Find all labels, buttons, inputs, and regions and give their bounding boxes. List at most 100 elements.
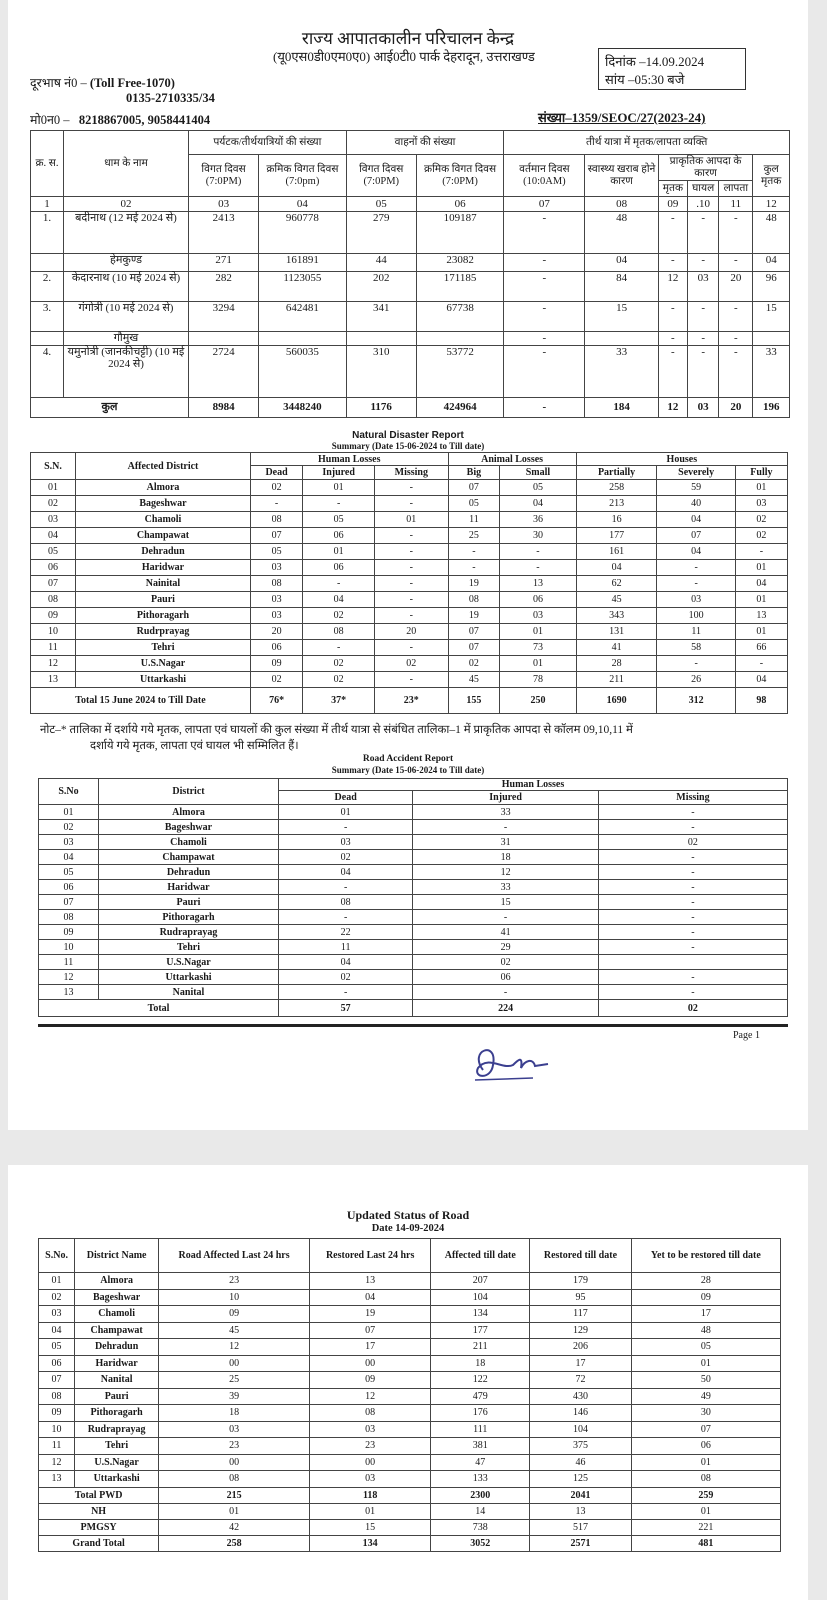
cell-value: 02 xyxy=(249,671,304,688)
cell-value: 08 xyxy=(277,894,414,910)
total-value: 424964 xyxy=(415,397,505,418)
total-value: 8984 xyxy=(187,397,260,418)
cell-value: - xyxy=(374,639,449,656)
district-name: Uttarkashi xyxy=(98,969,279,985)
column-header: District Name xyxy=(74,1238,160,1273)
dham-name: गौमुख xyxy=(63,331,189,346)
cell-value: 00 xyxy=(158,1354,310,1372)
cell-value: 58 xyxy=(656,639,736,656)
cell-value: 23 xyxy=(308,1437,432,1455)
cell-value: - xyxy=(503,211,586,254)
cell-value: - xyxy=(374,671,449,688)
col-total-dead: कुल मृतक xyxy=(752,154,790,197)
cell-value: 19 xyxy=(447,607,501,624)
col-missing: Missing xyxy=(597,790,789,805)
district-name: Chamoli xyxy=(74,1305,160,1323)
district-name: Pithoragarh xyxy=(74,1404,160,1422)
row-number: 08 xyxy=(38,909,99,925)
district-name: Pithoragarh xyxy=(98,909,279,925)
col-vehicles-cum: क्रमिक विगत दिवस (7:0PM) xyxy=(415,154,505,197)
cell-value: - xyxy=(656,575,736,592)
cell-value: 02 xyxy=(277,969,414,985)
cell-value: - xyxy=(597,849,789,865)
row-number: 10 xyxy=(38,939,99,955)
cell-value: 06 xyxy=(630,1437,782,1455)
district-row: 11 Tehri 23 23 381 375 06 xyxy=(37,1437,782,1455)
cell-value: - xyxy=(597,969,789,985)
total-value: 3448240 xyxy=(258,397,347,418)
cell-value: 211 xyxy=(430,1338,531,1356)
cell-value: 03 xyxy=(308,1420,432,1438)
cell-value: 01 xyxy=(734,591,789,608)
summary-value: 738 xyxy=(430,1518,531,1536)
district-name: Chamoli xyxy=(75,511,251,528)
cell-value: 282 xyxy=(187,271,260,302)
col-sn: S.No xyxy=(38,778,99,805)
cell-value: - xyxy=(718,301,754,332)
cell-value: 08 xyxy=(249,511,304,528)
district-name: Bageshwar xyxy=(98,819,279,835)
district-row: 12 U.S.Nagar 00 00 47 46 01 xyxy=(37,1453,782,1471)
total-value: 250 xyxy=(499,687,577,714)
district-row: 05 Dehradun 12 17 211 206 05 xyxy=(37,1338,782,1356)
summary-value: 517 xyxy=(529,1518,632,1536)
district-row: 08 Pauri 03 04-08 06 45 03 01 xyxy=(30,591,789,608)
col-human-losses: Human Losses xyxy=(278,778,788,791)
cell-value: 03 xyxy=(249,559,304,576)
row-number xyxy=(30,253,64,272)
cell-value: 06 xyxy=(302,559,376,576)
col-fully: Fully xyxy=(734,465,789,480)
column-header: Restored Last 24 hrs xyxy=(308,1238,432,1273)
cell-value: 50 xyxy=(630,1371,782,1389)
cell-value: - xyxy=(597,894,789,910)
col-injured: Injured xyxy=(412,790,599,805)
cell-value: 13 xyxy=(734,607,789,624)
total-value: 02 xyxy=(597,999,789,1017)
cell-value: 381 xyxy=(430,1437,531,1455)
row-number: 10 xyxy=(37,1420,76,1438)
summary-value: 259 xyxy=(630,1486,782,1504)
cell-value: 04 xyxy=(734,575,789,592)
cell-value: - xyxy=(503,345,586,398)
cell-value: - xyxy=(597,864,789,880)
cell-value: 05 xyxy=(630,1338,782,1356)
cell-value: 04 xyxy=(277,954,414,970)
district-row: 09 Pithoragarh 03 02-19 03 343 100 13 xyxy=(30,607,789,624)
district-row: 13 Nanital - - - xyxy=(38,984,789,1000)
row-number: 12 xyxy=(38,969,99,985)
summary-row: NH 01 01 14 13 01 xyxy=(37,1502,782,1520)
dham-name: हेमकुण्ड xyxy=(63,253,189,272)
col-sn: क्र. स. xyxy=(30,130,64,197)
cell-value: - xyxy=(686,301,720,332)
cell-value: 22 xyxy=(277,924,414,940)
natural-disaster-table: S.N. Affected District Human Losses Anim… xyxy=(30,452,789,714)
page-title: राज्य आपातकालीन परिचालन केन्द्र xyxy=(301,29,515,48)
cell-value: 25 xyxy=(447,527,501,544)
cell-value: 104 xyxy=(529,1420,632,1438)
cell-value: 01 xyxy=(302,479,376,496)
cell-value: 07 xyxy=(249,527,304,544)
column-index: 03 xyxy=(187,196,260,212)
cell-value: - xyxy=(718,253,754,272)
cell-value: 20 xyxy=(374,623,449,640)
cell-value: 206 xyxy=(529,1338,632,1356)
cell-value: - xyxy=(499,543,577,560)
district-name: Champawat xyxy=(74,1321,160,1339)
cell-value: 02 xyxy=(734,511,789,528)
row-number: 12 xyxy=(37,1453,76,1471)
district-name: Rudraprayag xyxy=(74,1420,160,1438)
cell-value: 430 xyxy=(529,1387,632,1405)
row-number: 4. xyxy=(30,345,64,398)
cell-value: 07 xyxy=(656,527,736,544)
row-number: 06 xyxy=(37,1354,76,1372)
dham-row: 2. केदारनाथ (10 मई 2024 से) 282 1123055 202 1… xyxy=(30,271,790,302)
cell-value: 03 xyxy=(656,591,736,608)
cell-value: - xyxy=(657,345,688,398)
cell-value: 133 xyxy=(430,1470,531,1488)
district-name: U.S.Nagar xyxy=(74,1453,160,1471)
cell-value: 44 xyxy=(345,253,417,272)
row-number: 02 xyxy=(30,495,76,512)
district-row: 05 Dehradun 05 01- - -161 04- xyxy=(30,543,789,560)
cell-value: 41 xyxy=(412,924,599,940)
cell-value: - xyxy=(249,495,304,512)
